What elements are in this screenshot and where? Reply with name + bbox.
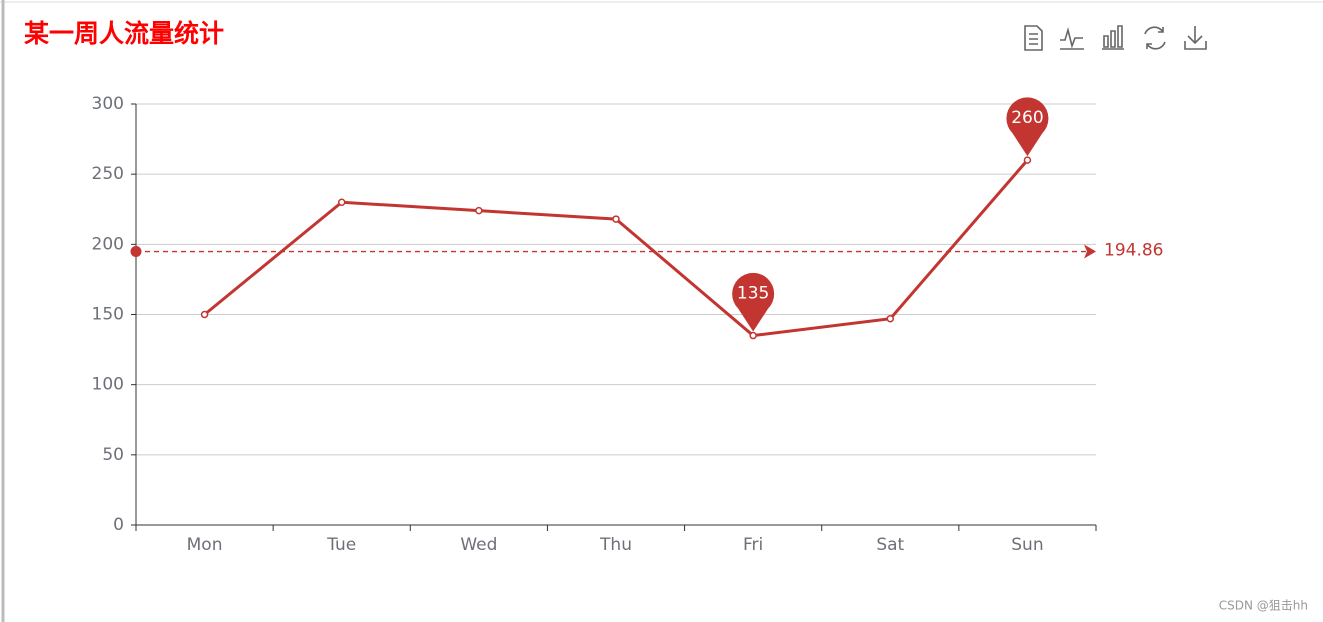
x-tick-label: Thu (599, 535, 632, 555)
y-tick-label: 150 (92, 305, 124, 325)
watermark: CSDN @狙击hh (1219, 599, 1308, 613)
y-tick-label: 300 (92, 94, 124, 114)
y-tick-label: 100 (92, 375, 124, 395)
point (337, 198, 346, 206)
line (203, 159, 1029, 338)
point (749, 331, 757, 340)
y-tick-label: 0 (113, 515, 124, 535)
average-start (130, 246, 142, 258)
toolbox (1024, 25, 1207, 51)
x-tick-label: Wed (460, 535, 497, 555)
y-tick-label: 200 (92, 234, 124, 254)
x-tick-label: Sun (1011, 535, 1043, 555)
point (475, 206, 483, 215)
tool-data-view[interactable] (1024, 25, 1043, 51)
pin-label: 135 (737, 284, 769, 304)
point (612, 215, 620, 223)
point (200, 310, 209, 319)
pin (732, 272, 775, 332)
point (886, 314, 895, 323)
average-label: 194.86 (1104, 241, 1163, 261)
pin-label: 260 (1011, 108, 1043, 128)
tool-line[interactable] (1060, 26, 1084, 50)
y-tick-label: 250 (92, 164, 124, 184)
x-tick-label: Sat (876, 535, 904, 555)
average-arrow (1084, 244, 1096, 259)
tool-bar[interactable] (1102, 25, 1124, 50)
x-tick-label: Fri (743, 535, 763, 555)
x-tick-label: Mon (187, 535, 223, 555)
pin (1006, 97, 1049, 157)
point (1023, 156, 1032, 164)
x-tick-label: Tue (326, 535, 356, 555)
y-tick-label: 50 (102, 445, 124, 465)
chart-title: 某一周人流量统计 (24, 19, 224, 48)
tool-save[interactable] (1184, 26, 1207, 50)
tool-restore[interactable] (1144, 26, 1166, 50)
